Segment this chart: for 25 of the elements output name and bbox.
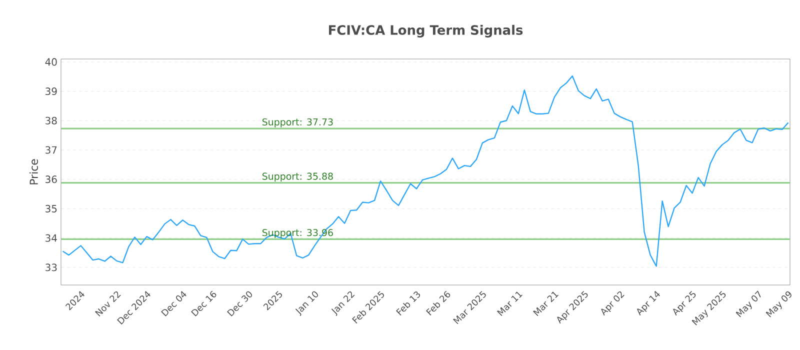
x-tick-label: Nov 22 (95, 291, 121, 317)
x-tick-label: Mar 21 (533, 292, 559, 316)
x-tick-label: Jan 10 (295, 291, 318, 316)
x-tick-label: Apr 14 (637, 291, 660, 316)
ref-line-label: Support: 35.88 (262, 172, 333, 182)
x-tick-label: Feb 26 (426, 290, 450, 316)
ref-line-label: Support: 37.73 (262, 118, 333, 128)
y-tick-label: 40 (45, 58, 57, 66)
y-tick-label: 37 (46, 146, 57, 154)
y-tick-label: 33 (46, 264, 57, 272)
x-tick-label: Apr 25 (673, 290, 696, 316)
y-tick-label: 34 (46, 234, 57, 242)
x-tick-label: Mar 11 (497, 292, 522, 316)
y-tick-label: 36 (46, 176, 57, 184)
y-tick-label: 35 (46, 204, 57, 212)
x-tick-label: Dec 30 (227, 291, 252, 316)
x-tick-label: Apr 02 (601, 291, 624, 316)
x-tick-label: Feb 13 (396, 291, 420, 316)
y-axis-title: Price (29, 159, 38, 184)
y-tick-label: 39 (46, 88, 57, 96)
x-tick-label: Dec 16 (191, 290, 216, 316)
x-tick-label: Jan 22 (331, 291, 355, 316)
y-tick-label: 38 (46, 116, 57, 124)
x-tick-label: Dec 04 (161, 291, 186, 316)
chart-title: FCIV:CA Long Term Signals (328, 24, 523, 38)
